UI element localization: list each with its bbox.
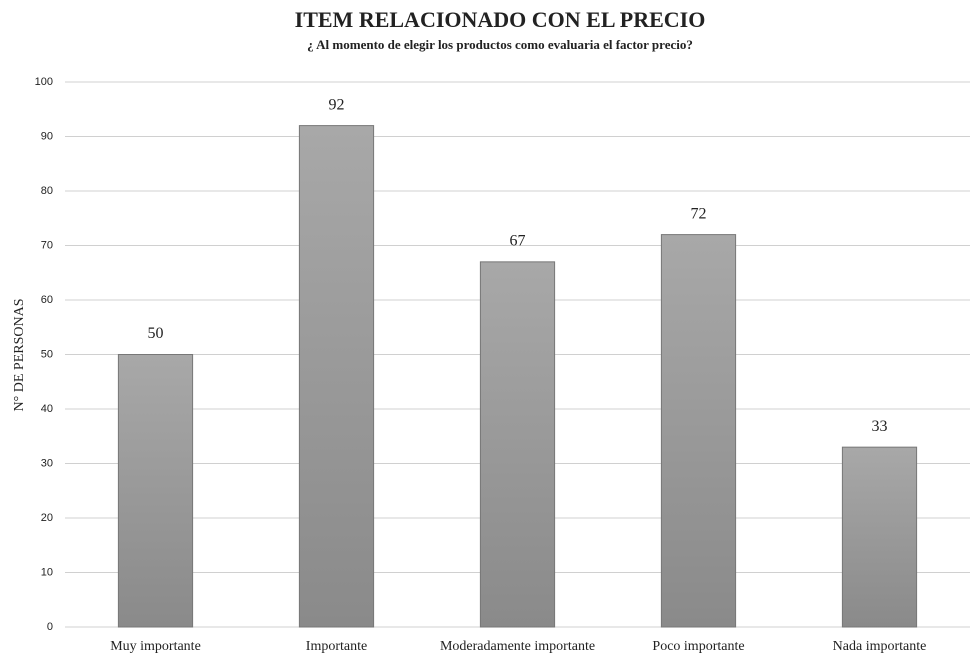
bar	[479, 261, 556, 628]
y-tick-label: 70	[41, 239, 53, 251]
y-tick-label: 30	[41, 457, 53, 469]
x-tick-label: Nada importante	[833, 639, 927, 654]
bar	[841, 446, 918, 628]
y-tick-label: 90	[41, 130, 53, 142]
y-tick-label: 10	[41, 566, 53, 578]
chart-title: ITEM RELACIONADO CON EL PRECIO	[295, 7, 706, 32]
x-tick-label: Poco importante	[652, 639, 744, 654]
chart-subtitle: ¿ Al momento de elegir los productos com…	[307, 37, 693, 52]
x-tick-label: Muy importante	[110, 639, 201, 654]
x-tick-label: Importante	[306, 639, 367, 654]
y-axis-label: N° DE PERSONAS	[12, 299, 27, 412]
x-tick-label: Moderadamente importante	[440, 639, 595, 654]
bar	[660, 234, 737, 628]
data-label: 92	[329, 96, 345, 113]
y-tick-label: 40	[41, 403, 53, 415]
y-tick-label: 60	[41, 294, 53, 306]
data-label: 72	[691, 205, 707, 222]
y-tick-label: 100	[35, 76, 53, 88]
data-label: 50	[148, 325, 164, 342]
y-tick-label: 50	[41, 348, 53, 360]
y-tick-label: 20	[41, 512, 53, 524]
data-label: 67	[510, 233, 526, 250]
bar	[298, 125, 375, 628]
y-tick-label: 0	[47, 621, 53, 633]
y-tick-label: 80	[41, 185, 53, 197]
data-label: 33	[872, 418, 888, 435]
bar	[117, 354, 194, 628]
